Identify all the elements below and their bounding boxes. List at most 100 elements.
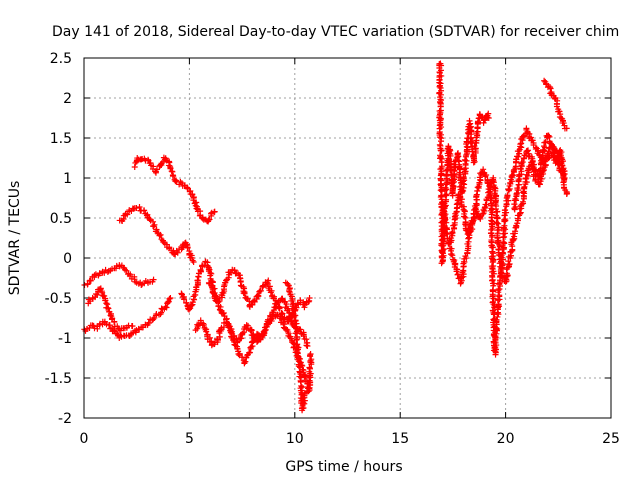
data-point: [296, 373, 303, 380]
data-point: [438, 260, 445, 267]
data-point: [301, 304, 308, 311]
x-tick-label: 0: [80, 431, 89, 447]
data-point: [514, 220, 521, 227]
data-point: [303, 342, 310, 349]
data-point: [167, 295, 174, 301]
data-point: [460, 174, 467, 181]
data-point: [236, 350, 243, 357]
data-point: [157, 231, 164, 238]
data-point: [543, 154, 550, 161]
data-point: [485, 180, 492, 187]
data-point: [479, 211, 486, 218]
data-point: [529, 137, 536, 144]
data-point: [306, 295, 313, 301]
data-point: [250, 335, 257, 342]
data-point: [228, 269, 235, 276]
data-point: [498, 273, 505, 280]
data-point: [482, 173, 489, 180]
data-point: [300, 333, 307, 340]
data-point: [268, 287, 275, 294]
data-point: [192, 202, 199, 209]
data-point: [443, 219, 450, 226]
data-point: [298, 391, 305, 398]
data-point: [546, 145, 553, 152]
data-point: [293, 337, 300, 344]
data-point: [542, 162, 549, 169]
x-tick-label: 20: [497, 431, 515, 447]
data-point: [440, 211, 447, 218]
data-point: [542, 139, 549, 146]
data-point: [471, 213, 478, 220]
x-tick-labels: 0 5 10 15 20 25: [80, 431, 620, 447]
data-points: [81, 60, 571, 414]
data-point: [129, 323, 136, 329]
data-point: [206, 216, 213, 223]
data-point: [495, 226, 502, 233]
data-point: [168, 168, 175, 175]
data-point: [307, 359, 314, 365]
data-point: [550, 149, 557, 156]
data-point: [197, 266, 204, 273]
data-point: [456, 171, 463, 178]
data-point: [532, 176, 539, 183]
data-point: [136, 204, 143, 211]
data-point: [180, 296, 187, 303]
data-point: [241, 290, 248, 297]
data-point: [306, 352, 313, 359]
data-point: [268, 316, 275, 323]
data-point: [269, 314, 276, 321]
data-point: [183, 300, 190, 307]
data-point: [87, 277, 94, 284]
data-point: [184, 244, 191, 251]
data-point: [537, 166, 544, 173]
data-point: [463, 152, 470, 159]
data-point: [480, 119, 487, 126]
data-point: [286, 287, 293, 294]
y-tick-label: -2: [58, 411, 72, 427]
data-point: [556, 108, 563, 115]
data-point: [254, 292, 261, 299]
data-point: [443, 229, 450, 236]
data-point: [514, 185, 521, 192]
data-point: [107, 312, 114, 319]
data-point: [485, 115, 492, 121]
data-point: [445, 143, 452, 150]
data-point: [484, 114, 491, 121]
data-point: [208, 210, 215, 217]
data-point: [234, 338, 241, 345]
data-point: [231, 267, 238, 274]
data-point: [553, 103, 560, 110]
x-tick-label: 25: [602, 431, 620, 447]
data-point: [438, 72, 445, 79]
data-point: [449, 187, 456, 194]
data-point: [446, 156, 453, 163]
data-point: [102, 297, 109, 304]
data-point: [516, 205, 523, 212]
data-point: [306, 364, 313, 371]
data-point: [307, 351, 314, 357]
data-point: [536, 181, 543, 188]
data-point: [178, 180, 185, 187]
y-tick-label: 0: [63, 251, 72, 267]
data-point: [308, 356, 315, 363]
data-point: [150, 276, 157, 283]
data-point: [545, 132, 552, 139]
data-point: [243, 322, 250, 329]
data-point: [442, 185, 449, 192]
data-point: [249, 301, 256, 308]
data-point: [439, 243, 446, 250]
data-point: [220, 309, 227, 316]
data-point: [188, 302, 195, 309]
data-point: [457, 280, 464, 287]
data-point: [295, 363, 302, 370]
data-point: [131, 276, 138, 283]
data-point: [114, 330, 121, 337]
data-point: [512, 203, 519, 210]
data-point: [272, 297, 279, 304]
data-point: [520, 155, 527, 162]
data-point: [499, 249, 506, 256]
data-point: [200, 321, 207, 328]
y-tick-label: 1.5: [50, 131, 72, 147]
data-point: [145, 319, 152, 326]
